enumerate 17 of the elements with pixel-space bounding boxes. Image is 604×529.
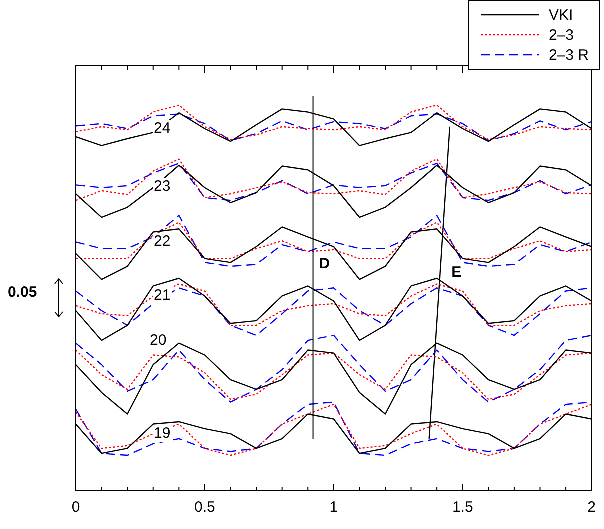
annotation: 23 bbox=[153, 178, 172, 195]
x-tick-label: 2 bbox=[588, 499, 596, 516]
legend-label: 2–3 R bbox=[548, 46, 589, 64]
annotation: E bbox=[452, 264, 462, 282]
legend-label: 2–3 bbox=[548, 26, 574, 44]
annotation: 19 bbox=[153, 425, 172, 442]
x-tick-label: 1 bbox=[330, 499, 338, 516]
ref-line-label: D bbox=[319, 256, 330, 273]
x-tick-label: 0.5 bbox=[194, 499, 216, 516]
x-tick-label: 0 bbox=[72, 499, 80, 516]
annotation: 22 bbox=[153, 233, 172, 250]
x-tick-label: 1.5 bbox=[452, 499, 474, 516]
annotation: 24 bbox=[153, 120, 172, 137]
legend-label: VKI bbox=[548, 6, 574, 24]
annotation: 21 bbox=[153, 287, 172, 304]
annotation: 20 bbox=[149, 332, 168, 349]
text: 0.05 bbox=[8, 284, 38, 301]
